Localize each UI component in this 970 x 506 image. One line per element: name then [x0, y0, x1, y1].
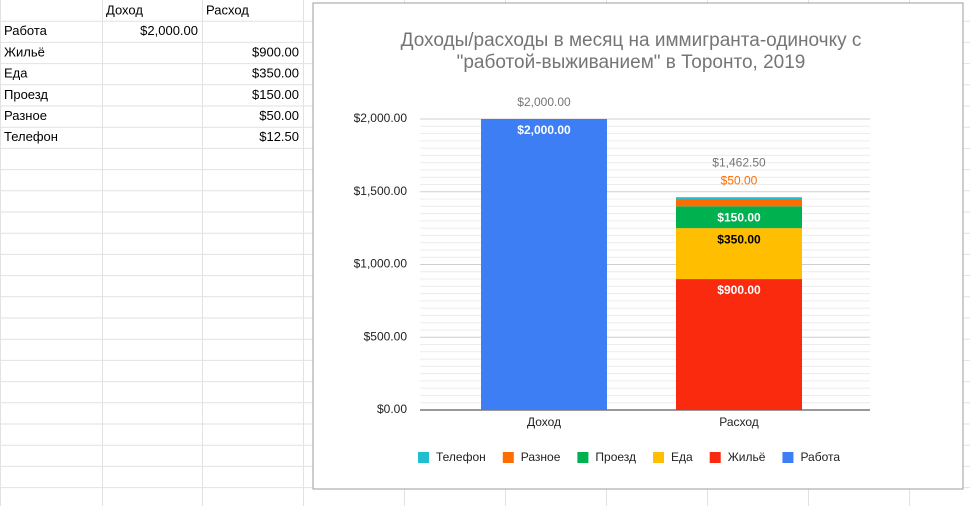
legend-swatch [782, 452, 794, 463]
chart-title: "работой-выживанием" в Торонто, 2019 [457, 52, 806, 73]
legend-swatch [653, 452, 665, 463]
data-label: $900.00 [717, 283, 761, 297]
legend-swatch [709, 452, 721, 463]
cell-value[interactable]: $50.00 [259, 108, 299, 123]
row-name[interactable]: Разное [4, 108, 47, 123]
legend-label: Еда [671, 450, 693, 464]
y-tick-label: $1,500.00 [354, 184, 408, 198]
total-label: $2,000.00 [517, 95, 571, 109]
x-tick-label: Доход [527, 415, 561, 429]
x-tick-label: Расход [719, 415, 759, 429]
legend-label: Телефон [436, 450, 486, 464]
cell-value[interactable]: $350.00 [252, 66, 299, 81]
row-name[interactable]: Проезд [4, 87, 48, 102]
data-label: $50.00 [721, 173, 758, 187]
legend-label: Разное [521, 450, 561, 464]
y-tick-label: $0.00 [377, 402, 407, 416]
legend-label: Жильё [728, 450, 766, 464]
cell-value[interactable]: $150.00 [252, 87, 299, 102]
bar-segment [676, 228, 802, 280]
column-header: Доход [106, 2, 143, 17]
bar-segment [676, 206, 802, 229]
total-label: $1,462.50 [712, 155, 766, 169]
bar-segment [676, 197, 802, 200]
y-tick-label: $500.00 [364, 329, 408, 343]
bar-segment [676, 199, 802, 207]
row-name[interactable]: Жильё [4, 44, 45, 59]
chart-frame [312, 2, 964, 490]
legend-swatch [577, 452, 589, 463]
legend-swatch [502, 452, 514, 463]
row-name[interactable]: Телефон [4, 129, 58, 144]
chart: Доходы/расходы в месяц на иммигранта-оди… [354, 30, 870, 464]
row-name[interactable]: Еда [4, 66, 28, 81]
legend-swatch [418, 452, 429, 463]
column-header: Расход [206, 2, 249, 17]
data-label: $2,000.00 [517, 123, 571, 137]
legend-label: Проезд [595, 450, 636, 464]
bar-segment [676, 279, 802, 410]
y-tick-label: $2,000.00 [354, 111, 408, 125]
row-name[interactable]: Работа [4, 23, 48, 38]
legend-label: Работа [800, 450, 840, 464]
data-label: $150.00 [717, 210, 761, 224]
y-tick-label: $1,000.00 [354, 257, 408, 271]
bar-segment [481, 119, 607, 410]
cell-value[interactable]: $2,000.00 [140, 23, 198, 38]
cell-value[interactable]: $12.50 [259, 129, 299, 144]
data-label: $350.00 [717, 232, 761, 246]
chart-title: Доходы/расходы в месяц на иммигранта-оди… [401, 30, 862, 51]
cell-value[interactable]: $900.00 [252, 44, 299, 59]
